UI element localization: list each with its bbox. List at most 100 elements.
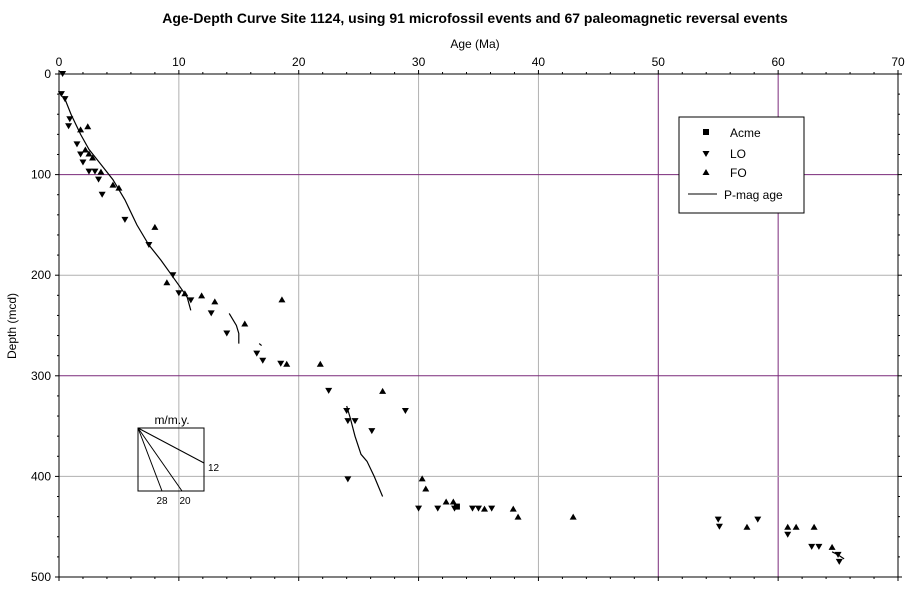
lo-point: [415, 505, 423, 512]
x-tick-label: 20: [292, 55, 306, 69]
lo-point: [169, 272, 177, 279]
inset-rate-line-28: [137, 427, 163, 492]
x-axis-ticks: 0 10 20 30 40 50 60 70: [56, 55, 905, 581]
pmag-age-segment: [346, 405, 384, 497]
x-tick-label: 0: [56, 55, 63, 69]
fo-point: [569, 513, 577, 520]
legend-lo-marker: [702, 151, 710, 157]
legend-lo-label: LO: [730, 147, 746, 161]
lo-point: [85, 168, 93, 175]
fo-point: [449, 498, 457, 505]
legend: Acme LO FO P-mag age: [678, 116, 805, 214]
lo-point: [98, 191, 106, 198]
lo-point: [815, 543, 823, 550]
lo-point: [207, 310, 215, 317]
lo-point: [95, 176, 103, 183]
lo-point: [79, 159, 87, 166]
rate-inset: m/m.y. 12 28 20: [137, 413, 220, 507]
fo-point: [379, 387, 387, 394]
fo-point: [115, 184, 123, 191]
fo-point: [784, 523, 792, 530]
fo-point: [109, 181, 117, 188]
pmag-age-segment: [258, 343, 262, 347]
lo-point: [469, 505, 477, 512]
inset-label-28: 28: [156, 496, 168, 507]
fo-point: [743, 523, 751, 530]
lo-point: [715, 523, 723, 530]
legend-pmag-label: P-mag age: [724, 188, 783, 202]
lo-point: [65, 123, 73, 130]
lo-point: [145, 242, 153, 249]
fo-point: [97, 168, 105, 175]
lo-point: [73, 141, 81, 148]
fo-point: [810, 523, 818, 530]
lo-point: [344, 476, 352, 483]
x-tick-label: 10: [172, 55, 186, 69]
x-tick-label: 70: [891, 55, 905, 69]
lo-point: [187, 297, 195, 304]
legend-acme-marker: [703, 129, 709, 135]
fo-point: [241, 320, 249, 327]
pmag-age-segment: [228, 313, 240, 344]
lo-point: [343, 408, 351, 415]
y-tick-label: 400: [31, 469, 51, 483]
lo-point: [325, 387, 333, 394]
lo-point: [475, 505, 482, 512]
fo-point: [418, 475, 426, 482]
x-tick-label: 50: [652, 55, 666, 69]
lo-point: [91, 168, 99, 175]
y-axis-ticks: 0 100 200 300 400 500: [31, 67, 902, 584]
lo-point: [401, 408, 409, 415]
fo-point: [163, 279, 171, 286]
y-tick-label: 200: [31, 268, 51, 282]
lo-point: [253, 350, 261, 357]
inset-rate-line-12: [137, 427, 205, 464]
fo-point: [84, 123, 92, 130]
lo-point: [488, 505, 496, 512]
lo-point: [259, 357, 267, 364]
inset-label-20: 20: [179, 496, 191, 507]
x-tick-label: 40: [532, 55, 546, 69]
fo-point: [792, 523, 800, 530]
fo-point: [828, 543, 836, 550]
fo-point: [198, 292, 206, 299]
lo-point: [835, 558, 843, 565]
inset-rate-line-20: [137, 427, 183, 492]
lo-point: [834, 551, 842, 558]
fo-point: [85, 150, 93, 157]
lo-point: [57, 91, 65, 98]
y-tick-label: 300: [31, 369, 51, 383]
lo-point: [434, 505, 442, 512]
y-axis-label: Depth (mcd): [5, 293, 19, 359]
fo-point: [514, 513, 522, 520]
fo-point: [151, 223, 159, 230]
fo-point: [316, 360, 324, 367]
lo-point: [66, 116, 74, 123]
x-tick-label: 30: [412, 55, 426, 69]
fo-point: [89, 154, 97, 161]
legend-fo-label: FO: [730, 166, 747, 180]
fo-point: [278, 296, 286, 303]
lo-point: [121, 216, 129, 223]
lo-point: [368, 428, 376, 435]
data-markers: [57, 71, 843, 565]
fo-point: [480, 505, 488, 512]
x-axis-label: Age (Ma): [450, 37, 499, 51]
lo-point: [451, 505, 459, 512]
y-tick-label: 100: [31, 168, 51, 182]
inset-title: m/m.y.: [154, 413, 189, 427]
plot-frame: [58, 73, 899, 578]
inset-box: [137, 427, 205, 492]
lo-point: [344, 418, 352, 425]
y-tick-label: 500: [31, 570, 51, 584]
lo-point: [175, 290, 183, 297]
fo-point: [509, 505, 517, 512]
lo-point: [351, 418, 359, 425]
lo-point: [714, 516, 722, 523]
pmag-age-segment: [63, 95, 192, 311]
y-tick-label: 0: [44, 67, 51, 81]
fo-point: [442, 498, 450, 505]
legend-fo-marker: [702, 169, 710, 175]
legend-box: [678, 116, 805, 214]
